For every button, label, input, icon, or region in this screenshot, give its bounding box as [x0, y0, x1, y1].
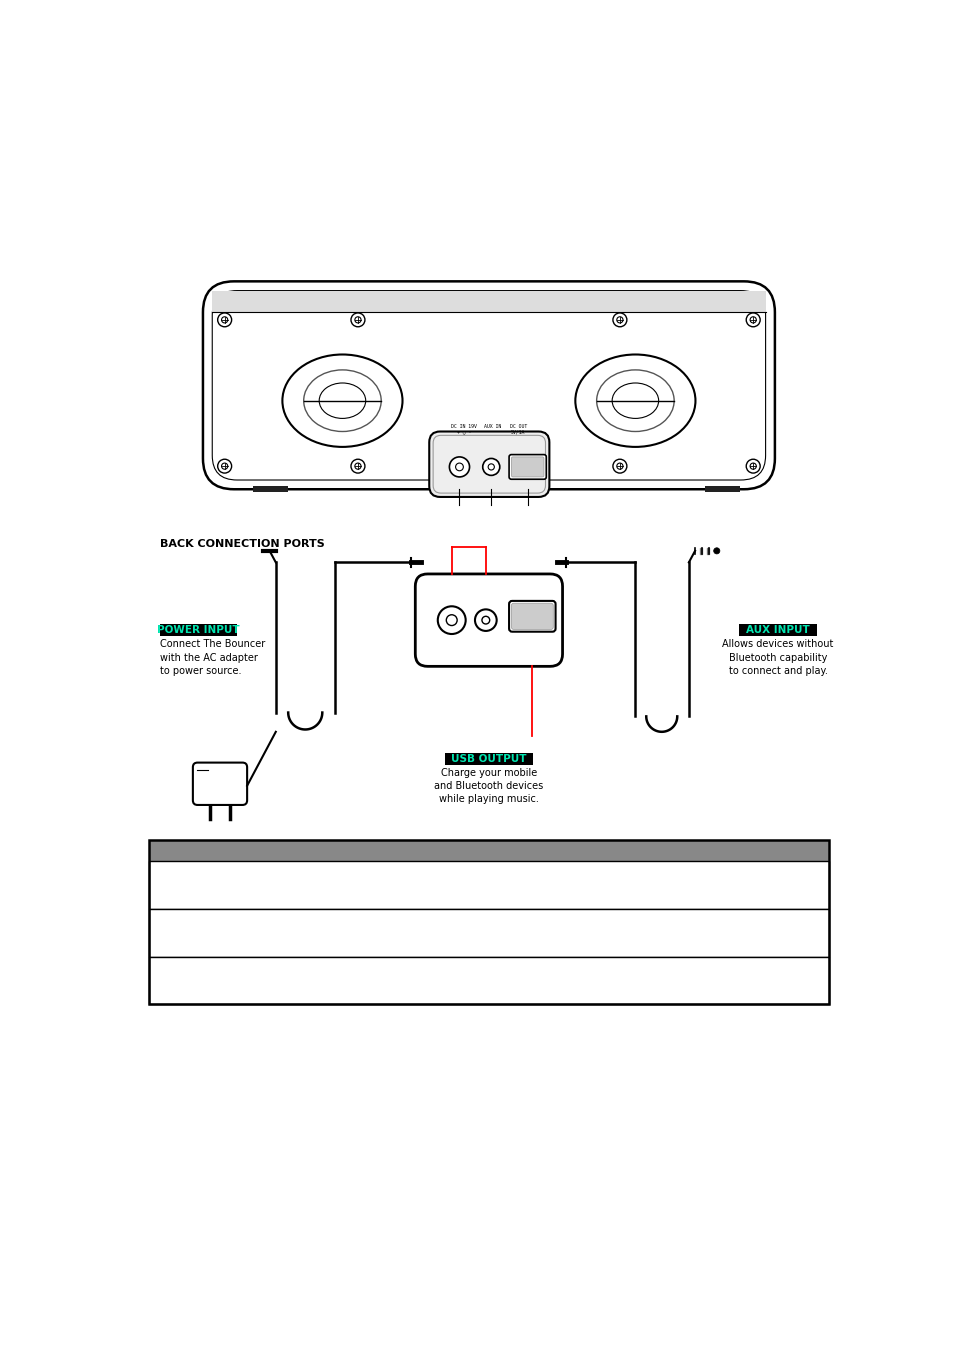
FancyBboxPatch shape: [415, 574, 562, 667]
Text: POWER INPUT: POWER INPUT: [157, 625, 239, 634]
Circle shape: [617, 317, 622, 323]
Circle shape: [488, 464, 494, 470]
Circle shape: [617, 463, 622, 470]
Bar: [253, 486, 288, 491]
Circle shape: [456, 463, 463, 471]
Circle shape: [437, 606, 465, 634]
Circle shape: [355, 317, 360, 323]
FancyBboxPatch shape: [509, 455, 546, 479]
Bar: [149, 840, 828, 861]
Text: AUX IN: AUX IN: [484, 424, 501, 429]
Text: Allows devices without
Bluetooth capability
to connect and play.: Allows devices without Bluetooth capabil…: [721, 640, 833, 676]
Text: BACK CONNECTION PORTS: BACK CONNECTION PORTS: [159, 539, 324, 549]
Circle shape: [351, 313, 365, 327]
Circle shape: [221, 463, 228, 470]
Circle shape: [446, 614, 456, 625]
Circle shape: [355, 463, 360, 470]
Text: DC OUT
5V/1A: DC OUT 5V/1A: [509, 424, 526, 435]
FancyBboxPatch shape: [203, 281, 774, 489]
Bar: [739, 624, 816, 636]
Circle shape: [351, 459, 365, 472]
Text: Charge your mobile
and Bluetooth devices
while playing music.: Charge your mobile and Bluetooth devices…: [434, 768, 543, 805]
Ellipse shape: [612, 383, 658, 418]
Circle shape: [217, 313, 232, 327]
Text: USB OUTPUT: USB OUTPUT: [451, 753, 526, 764]
Circle shape: [713, 548, 720, 554]
Bar: [149, 909, 828, 957]
Circle shape: [482, 459, 499, 475]
FancyBboxPatch shape: [429, 432, 549, 497]
Bar: [212, 290, 765, 312]
FancyBboxPatch shape: [511, 603, 553, 629]
FancyBboxPatch shape: [509, 601, 555, 632]
Ellipse shape: [282, 355, 402, 447]
FancyBboxPatch shape: [193, 763, 247, 805]
Circle shape: [612, 459, 626, 472]
Bar: [149, 861, 828, 909]
Bar: [704, 486, 740, 491]
Circle shape: [745, 459, 760, 472]
Circle shape: [612, 313, 626, 327]
Text: Connect The Bouncer
with the AC adapter
to power source.: Connect The Bouncer with the AC adapter …: [159, 640, 265, 676]
Bar: [149, 957, 828, 1004]
FancyBboxPatch shape: [511, 456, 543, 477]
Ellipse shape: [575, 355, 695, 447]
Circle shape: [217, 459, 232, 472]
Ellipse shape: [319, 383, 365, 418]
FancyBboxPatch shape: [433, 435, 545, 493]
Circle shape: [449, 456, 469, 477]
Circle shape: [221, 317, 228, 323]
Text: DC IN 19V
+ ○ -: DC IN 19V + ○ -: [451, 424, 476, 435]
Circle shape: [749, 463, 756, 470]
Bar: [159, 624, 236, 636]
Bar: [444, 752, 533, 765]
Ellipse shape: [303, 370, 381, 432]
Bar: [149, 840, 828, 1004]
Circle shape: [475, 609, 497, 630]
Text: AUX INPUT: AUX INPUT: [745, 625, 809, 634]
Ellipse shape: [596, 370, 674, 432]
Circle shape: [745, 313, 760, 327]
Circle shape: [481, 617, 489, 624]
Circle shape: [749, 317, 756, 323]
